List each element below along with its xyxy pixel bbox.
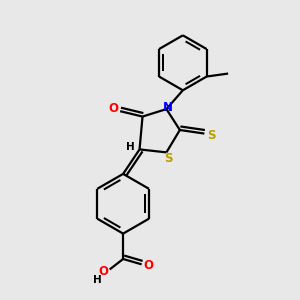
Text: O: O (99, 265, 109, 278)
Text: H: H (93, 275, 101, 285)
Text: O: O (143, 260, 153, 272)
Text: S: S (207, 129, 215, 142)
Text: O: O (109, 102, 118, 115)
Text: N: N (163, 101, 173, 114)
Text: S: S (164, 152, 172, 166)
Text: H: H (126, 142, 134, 152)
